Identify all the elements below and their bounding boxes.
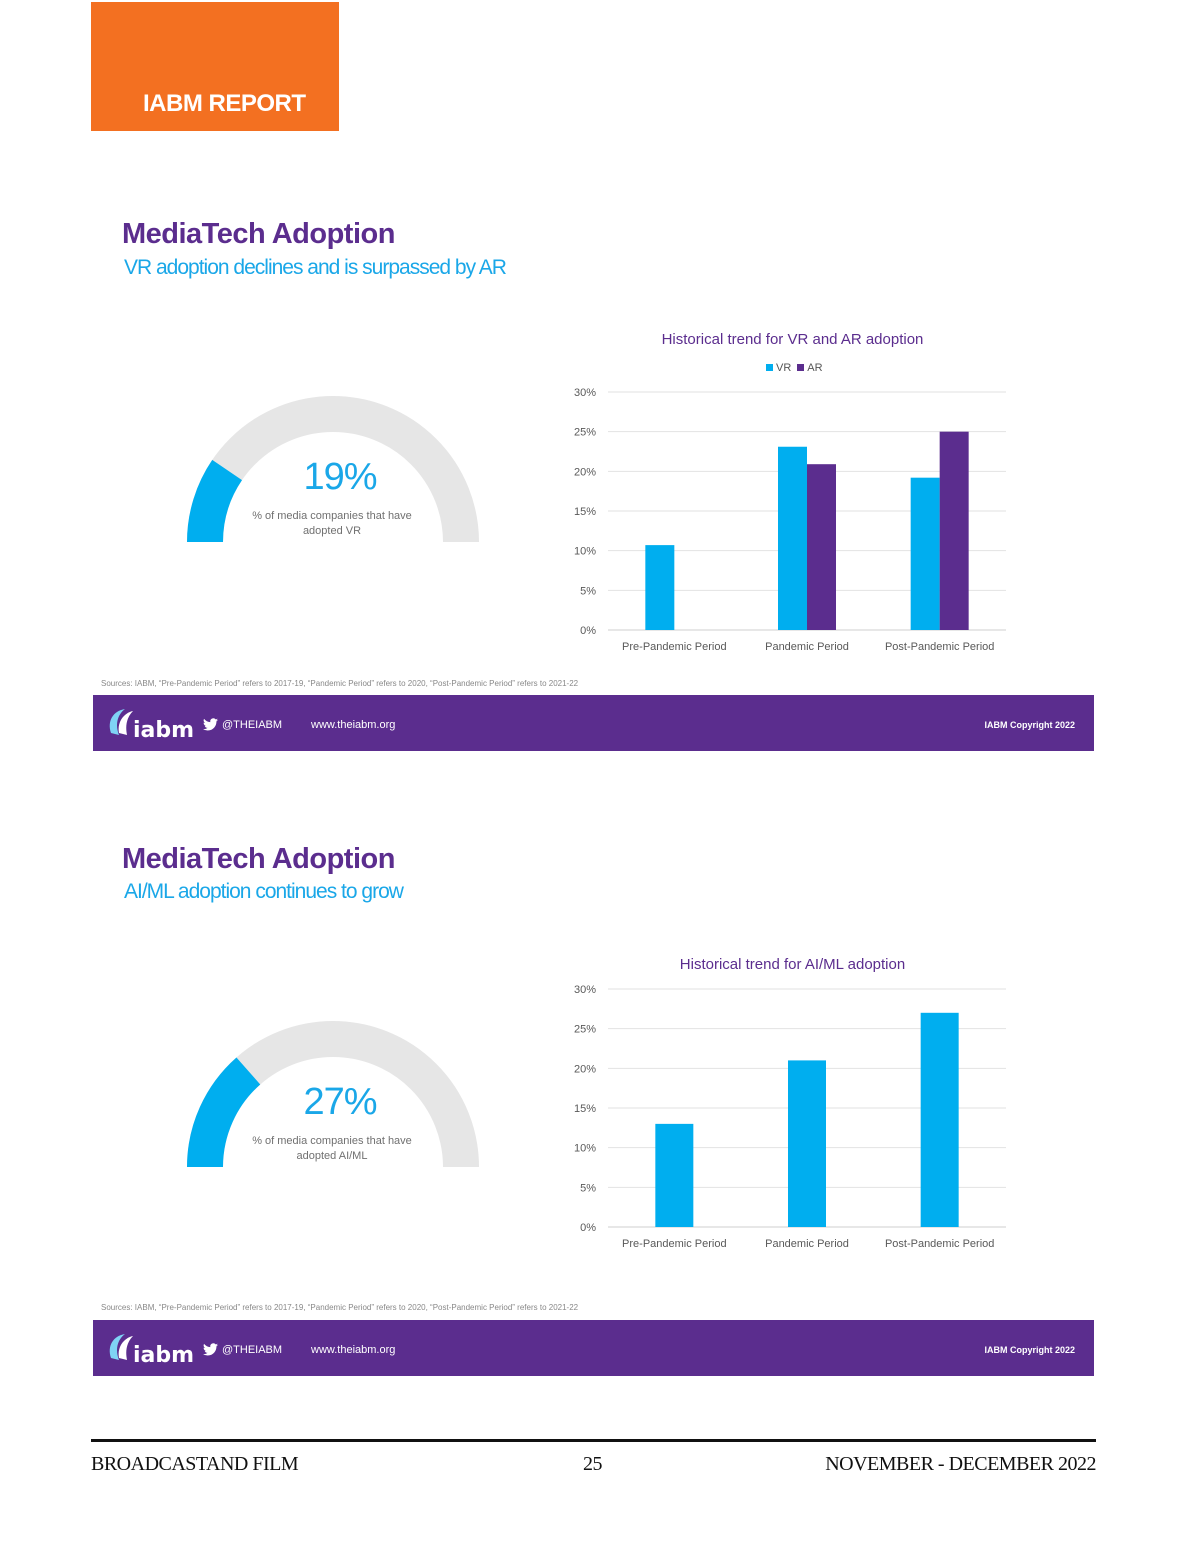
y-tick-label: 30% — [574, 387, 596, 399]
bar-vr — [778, 446, 807, 630]
svg-text:iabm: iabm — [133, 718, 194, 743]
report-tag: IABM REPORT — [91, 2, 339, 131]
legend-vr-label: VR — [776, 362, 792, 374]
legend-vr-swatch — [766, 364, 773, 371]
aiml-gauge-caption: % of media companies that have adopted A… — [252, 1135, 412, 1162]
section-2-footer-bar: iabm @THEIABM www.theiabm.org IABM Copyr… — [93, 1320, 1094, 1376]
y-tick-label: 15% — [574, 506, 596, 518]
website-link[interactable]: www.theiabm.org — [311, 719, 396, 731]
section-2-title: MediaTech Adoption — [122, 843, 395, 875]
bar-ar — [807, 464, 836, 630]
y-tick-label: 5% — [580, 585, 596, 597]
y-tick-label: 5% — [580, 1182, 596, 1194]
copyright: IABM Copyright 2022 — [984, 720, 1075, 730]
y-tick-label: 30% — [574, 984, 596, 996]
x-tick-label: Pandemic Period — [765, 641, 849, 653]
legend-ar: AR — [797, 362, 823, 374]
section-2-subtitle: AI/ML adoption continues to grow — [124, 880, 404, 903]
twitter-handle[interactable]: @THEIABM — [203, 1343, 282, 1356]
twitter-icon — [203, 718, 218, 731]
legend-ar-swatch — [797, 364, 805, 371]
svg-text:iabm: iabm — [133, 1343, 194, 1368]
website-link[interactable]: www.theiabm.org — [311, 1344, 396, 1356]
y-tick-label: 20% — [574, 1063, 596, 1075]
bar-vr — [645, 545, 675, 630]
twitter-handle[interactable]: @THEIABM — [203, 718, 282, 731]
aiml-chart-title: Historical trend for AI/ML adoption — [679, 956, 906, 973]
y-tick-label: 10% — [574, 1143, 596, 1155]
section-1-sources: Sources: IABM, “Pre-Pandemic Period” ref… — [101, 679, 579, 688]
section-1-title: MediaTech Adoption — [122, 218, 395, 250]
aiml-gauge-value: 27% — [303, 1081, 377, 1123]
aiml-gauge — [187, 1021, 479, 1168]
x-tick-label: Pandemic Period — [765, 1238, 849, 1250]
iabm-logo: iabm — [109, 1334, 194, 1368]
issue-date: NOVEMBER - DECEMBER 2022 — [825, 1453, 1096, 1475]
publication-name: BROADCASTAND FILM — [91, 1453, 299, 1475]
twitter-icon — [203, 1343, 218, 1356]
y-tick-label: 0% — [580, 1222, 596, 1234]
page-footer-rule — [91, 1439, 1096, 1442]
gauge-fill — [187, 1057, 261, 1168]
twitter-handle-label: @THEIABM — [222, 1343, 283, 1356]
copyright: IABM Copyright 2022 — [984, 1345, 1075, 1355]
bar-value — [655, 1123, 694, 1227]
page-number: 25 — [583, 1453, 603, 1475]
vr-ar-chart-legend: VR AR — [766, 362, 823, 374]
x-tick-label: Post-Pandemic Period — [885, 641, 994, 653]
report-tag-label: IABM REPORT — [143, 90, 306, 117]
y-tick-label: 10% — [574, 546, 596, 558]
legend-vr: VR — [766, 362, 791, 374]
legend-ar-label: AR — [807, 362, 823, 374]
vr-gauge — [187, 396, 479, 543]
x-tick-label: Post-Pandemic Period — [885, 1238, 994, 1250]
bar-value — [920, 1012, 959, 1227]
vr-ar-bar-chart: 0% 5% 10% 15% 20% 25% 30% Pre-Pandemic Period Pa… — [574, 387, 1006, 653]
y-tick-label: 0% — [580, 625, 596, 637]
iabm-logo: iabm — [109, 709, 194, 743]
x-tick-label: Pre-Pandemic Period — [622, 641, 727, 653]
y-tick-label: 20% — [574, 466, 596, 478]
bar-vr — [910, 477, 940, 630]
aiml-bar-chart: 0% 5% 10% 15% 20% 25% 30% Pre-Pandemic Period Pa… — [574, 984, 1006, 1250]
bar-value — [788, 1060, 826, 1227]
vr-gauge-caption: % of media companies that have adopted V… — [252, 510, 412, 537]
x-tick-label: Pre-Pandemic Period — [622, 1238, 727, 1250]
twitter-handle-label: @THEIABM — [222, 718, 283, 731]
vr-ar-chart-title: Historical trend for VR and AR adoption — [661, 331, 924, 348]
bar-ar — [939, 431, 969, 630]
section-1-footer-bar: iabm @THEIABM www.theiabm.org IABM Copyr… — [93, 695, 1094, 751]
vr-gauge-value: 19% — [303, 456, 377, 498]
section-2-sources: Sources: IABM, “Pre-Pandemic Period” ref… — [101, 1303, 579, 1312]
y-tick-label: 25% — [574, 1024, 596, 1036]
y-tick-label: 25% — [574, 427, 596, 439]
gauge-fill — [187, 459, 243, 543]
section-1-subtitle: VR adoption declines and is surpassed by… — [124, 256, 507, 279]
y-tick-label: 15% — [574, 1103, 596, 1115]
